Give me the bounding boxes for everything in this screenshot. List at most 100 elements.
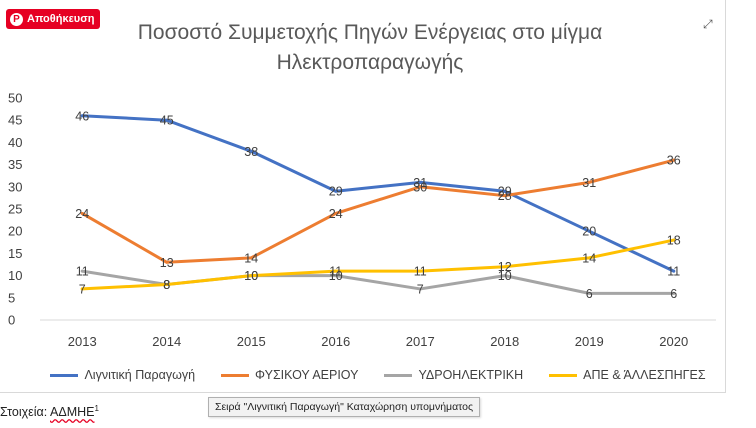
data-label: 11 [667, 265, 680, 279]
legend-label: ΥΔΡΟΗΛΕΚΤΡΙΚΗ [418, 368, 524, 382]
data-point [418, 180, 422, 184]
data-point [334, 211, 338, 215]
series-line-2 [80, 158, 676, 264]
data-label: 7 [79, 282, 86, 296]
y-tick-label: 40 [8, 135, 22, 150]
x-tick-label: 2017 [406, 334, 435, 349]
chart-title-line-1: Ποσοστό Συμμετοχής Πηγών Ενέργειας στο μ… [137, 21, 603, 44]
data-label: 8 [163, 278, 170, 292]
source-note: Στοιχεία: ΑΔΜΗΕ1 [0, 404, 99, 419]
data-label: 28 [498, 189, 512, 203]
data-label: 10 [498, 269, 512, 283]
data-label: 18 [667, 234, 681, 248]
data-label: 31 [582, 176, 596, 190]
data-label: 6 [670, 287, 677, 301]
data-point [334, 189, 338, 193]
data-point [249, 256, 253, 260]
legend-swatch [221, 373, 250, 377]
data-point [80, 269, 84, 273]
data-point [587, 229, 591, 233]
data-point [503, 274, 507, 278]
data-point [503, 189, 507, 193]
data-label: 38 [244, 145, 258, 159]
chart-title-line-2: Ηλεκτροπαραγωγής [276, 51, 464, 74]
data-point [672, 291, 676, 295]
legend-label: ΦΥΣΙΚΟΥ ΑΕΡΙΟΥ [255, 368, 359, 382]
data-point [503, 265, 507, 269]
y-tick-label: 0 [8, 313, 15, 328]
x-tick-label: 2014 [152, 334, 181, 349]
expand-icon[interactable]: ⤢ [703, 17, 713, 31]
data-label: 36 [667, 154, 681, 168]
legend-label: Λιγνιτική Παραγωγή [84, 368, 196, 382]
y-tick-label: 50 [8, 91, 22, 106]
data-point [587, 291, 591, 295]
legend-item[interactable]: Λιγνιτική Παραγωγή [50, 368, 195, 382]
data-label: 31 [413, 176, 427, 190]
data-point [418, 185, 422, 189]
data-label: 20 [582, 225, 596, 239]
y-tick-label: 10 [8, 268, 22, 283]
data-point [334, 269, 338, 273]
data-label: 30 [413, 180, 427, 194]
data-label: 45 [160, 114, 174, 128]
chart-area [0, 0, 726, 393]
data-label: 7 [417, 282, 424, 296]
data-label: 46 [75, 109, 89, 123]
source-footnote-ref: 1 [94, 404, 99, 413]
data-point [249, 274, 253, 278]
data-point [672, 269, 676, 273]
y-tick-label: 25 [8, 202, 22, 217]
legend-swatch [549, 373, 578, 377]
legend-swatch [384, 373, 413, 377]
data-label: 29 [329, 185, 343, 199]
data-label: 14 [582, 251, 596, 265]
data-point [165, 260, 169, 264]
data-point [165, 118, 169, 122]
legend-item[interactable]: ΦΥΣΙΚΟΥ ΑΕΡΙΟΥ [221, 368, 358, 382]
x-tick-label: 2020 [659, 334, 688, 349]
chart-title: Ποσοστό Συμμετοχής Πηγών Ενέργειας στο μ… [100, 18, 640, 78]
y-tick-label: 20 [8, 224, 22, 239]
source-name: ΑΔΜΗΕ [50, 405, 95, 420]
y-tick-label: 45 [8, 113, 22, 128]
y-tick-label: 15 [8, 246, 22, 261]
series-line-4 [80, 238, 676, 291]
data-label: 13 [160, 256, 174, 270]
save-button[interactable]: P Αποθήκευση [6, 9, 101, 29]
y-tick-label: 5 [8, 290, 15, 305]
legend-item[interactable]: ΥΔΡΟΗΛΕΚΤΡΙΚΗ [384, 368, 523, 382]
data-point [587, 180, 591, 184]
data-point [249, 149, 253, 153]
data-point [503, 194, 507, 198]
data-point [334, 274, 338, 278]
data-point [672, 238, 676, 242]
data-point [80, 114, 84, 118]
data-label: 10 [329, 269, 343, 283]
data-point [418, 287, 422, 291]
save-button-label: Αποθήκευση [27, 13, 95, 25]
pinterest-icon: P [10, 12, 23, 26]
legend-label: ΑΠΕ & ΆΛΛΕΣΠΗΓΕΣ [583, 368, 706, 382]
data-label: 24 [329, 207, 343, 221]
x-tick-label: 2016 [321, 334, 350, 349]
data-label: 24 [75, 207, 89, 221]
x-tick-label: 2018 [490, 334, 519, 349]
data-label: 6 [586, 287, 593, 301]
series-line-1 [80, 114, 676, 273]
y-tick-label: 30 [8, 179, 22, 194]
chart-legend: Λιγνιτική Παραγωγή ΦΥΣΙΚΟΥ ΑΕΡΙΟΥ ΥΔΡΟΗΛΕΚ… [38, 368, 718, 382]
data-label: 29 [498, 185, 512, 199]
legend-entry-tooltip: Σειρά "Λιγνιτική Παραγωγή" Καταχώρηση υπ… [208, 397, 481, 417]
x-tick-label: 2019 [575, 334, 604, 349]
data-point [672, 158, 676, 162]
data-label: 14 [244, 251, 258, 265]
y-tick-label: 35 [8, 157, 22, 172]
legend-swatch [50, 373, 79, 377]
legend-item[interactable]: ΑΠΕ & ΆΛΛΕΣΠΗΓΕΣ [549, 368, 706, 382]
data-label: 11 [414, 265, 427, 279]
data-point [587, 256, 591, 260]
data-label: 12 [498, 260, 512, 274]
x-tick-label: 2015 [237, 334, 266, 349]
